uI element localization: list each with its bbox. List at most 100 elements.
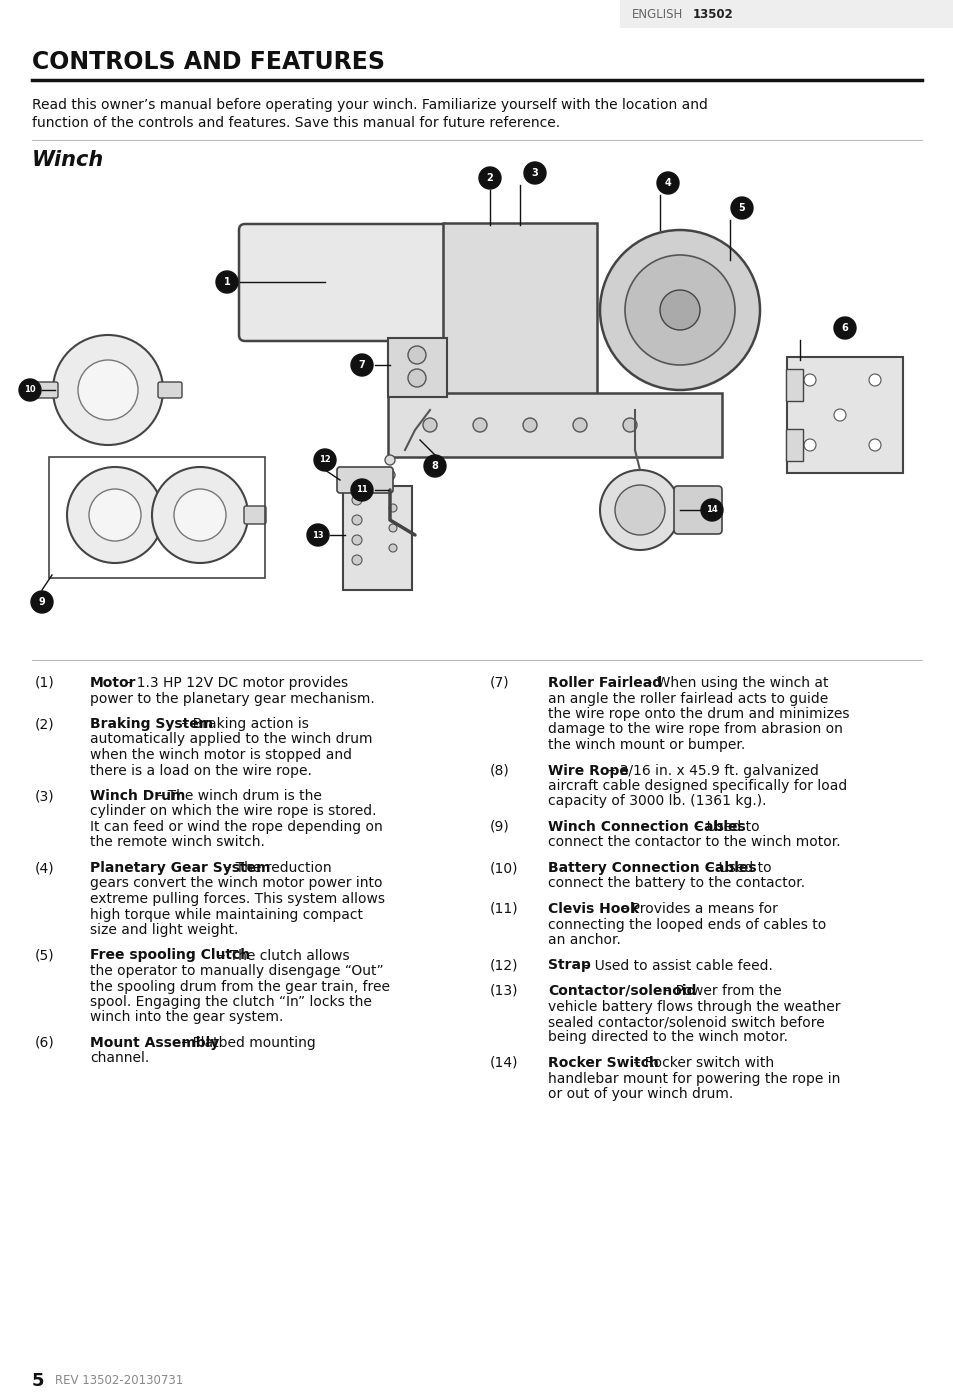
Text: Winch Drum: Winch Drum <box>90 790 185 804</box>
Circle shape <box>833 316 855 339</box>
FancyBboxPatch shape <box>388 337 447 398</box>
Text: (6): (6) <box>35 1036 54 1050</box>
Circle shape <box>599 470 679 550</box>
Text: connect the contactor to the winch motor.: connect the contactor to the winch motor… <box>547 836 840 850</box>
Circle shape <box>868 374 880 386</box>
Circle shape <box>78 360 138 420</box>
Text: – Used to assist cable feed.: – Used to assist cable feed. <box>578 959 772 973</box>
Text: (11): (11) <box>490 902 518 916</box>
Circle shape <box>352 496 361 505</box>
Text: – Rocker switch with: – Rocker switch with <box>628 1056 773 1070</box>
Text: spool. Engaging the clutch “In” locks the: spool. Engaging the clutch “In” locks th… <box>90 995 372 1009</box>
Circle shape <box>803 374 815 386</box>
Circle shape <box>173 489 226 540</box>
FancyBboxPatch shape <box>388 393 721 456</box>
Text: It can feed or wind the rope depending on: It can feed or wind the rope depending o… <box>90 820 382 834</box>
Text: – The winch drum is the: – The winch drum is the <box>152 790 321 804</box>
Text: (8): (8) <box>490 763 509 777</box>
Text: REV 13502-20130731: REV 13502-20130731 <box>55 1373 183 1387</box>
FancyBboxPatch shape <box>785 370 802 400</box>
FancyBboxPatch shape <box>34 382 58 398</box>
Text: (12): (12) <box>490 959 518 973</box>
Circle shape <box>314 449 335 470</box>
Circle shape <box>622 419 637 433</box>
Circle shape <box>422 419 436 433</box>
Circle shape <box>730 197 752 218</box>
Text: – Used to: – Used to <box>690 820 759 834</box>
Text: Winch Connection Cables: Winch Connection Cables <box>547 820 745 834</box>
Circle shape <box>573 419 586 433</box>
Text: connect the battery to the contactor.: connect the battery to the contactor. <box>547 876 804 890</box>
Text: 9: 9 <box>38 596 46 608</box>
Text: aircraft cable designed specifically for load: aircraft cable designed specifically for… <box>547 778 846 792</box>
FancyBboxPatch shape <box>343 486 412 589</box>
Text: 5: 5 <box>738 203 744 213</box>
Circle shape <box>833 409 845 421</box>
Text: 1: 1 <box>223 277 230 287</box>
Text: function of the controls and features. Save this manual for future reference.: function of the controls and features. S… <box>32 116 559 130</box>
Circle shape <box>385 455 395 465</box>
Text: the wire rope onto the drum and minimizes: the wire rope onto the drum and minimize… <box>547 707 848 721</box>
Text: being directed to the winch motor.: being directed to the winch motor. <box>547 1030 787 1044</box>
Circle shape <box>351 479 373 501</box>
FancyBboxPatch shape <box>786 357 902 473</box>
Circle shape <box>352 535 361 545</box>
Circle shape <box>389 524 396 532</box>
Text: Planetary Gear System: Planetary Gear System <box>90 861 271 875</box>
Text: – 3/16 in. x 45.9 ft. galvanized: – 3/16 in. x 45.9 ft. galvanized <box>603 763 818 777</box>
Text: 5: 5 <box>32 1372 45 1390</box>
Text: the remote winch switch.: the remote winch switch. <box>90 836 265 850</box>
Text: – Used to: – Used to <box>702 861 771 875</box>
Text: 7: 7 <box>358 360 365 370</box>
FancyBboxPatch shape <box>239 224 451 342</box>
Text: – 1.3 HP 12V DC motor provides: – 1.3 HP 12V DC motor provides <box>121 676 348 690</box>
Circle shape <box>522 419 537 433</box>
FancyBboxPatch shape <box>244 505 266 524</box>
Text: (10): (10) <box>490 861 518 875</box>
Circle shape <box>215 272 237 293</box>
Circle shape <box>700 498 722 521</box>
Circle shape <box>659 290 700 330</box>
Circle shape <box>385 470 395 480</box>
Text: there is a load on the wire rope.: there is a load on the wire rope. <box>90 763 312 777</box>
Text: 8: 8 <box>431 461 438 470</box>
Text: size and light weight.: size and light weight. <box>90 923 238 937</box>
Text: 13502: 13502 <box>692 7 733 21</box>
Text: gears convert the winch motor power into: gears convert the winch motor power into <box>90 876 382 890</box>
Circle shape <box>67 468 163 563</box>
Text: Free spooling Clutch: Free spooling Clutch <box>90 949 250 963</box>
Circle shape <box>351 354 373 377</box>
Circle shape <box>615 484 664 535</box>
Text: the spooling drum from the gear train, free: the spooling drum from the gear train, f… <box>90 980 390 994</box>
Text: Mount Assembly: Mount Assembly <box>90 1036 219 1050</box>
Text: power to the planetary gear mechanism.: power to the planetary gear mechanism. <box>90 692 375 706</box>
Text: high torque while maintaining compact: high torque while maintaining compact <box>90 907 363 921</box>
Text: 13: 13 <box>312 531 323 539</box>
Circle shape <box>19 379 41 400</box>
Text: (5): (5) <box>35 949 54 963</box>
Text: CONTROLS AND FEATURES: CONTROLS AND FEATURES <box>32 50 385 74</box>
Text: – The clutch allows: – The clutch allows <box>213 949 349 963</box>
Text: 11: 11 <box>355 486 368 494</box>
Circle shape <box>599 230 760 391</box>
Text: the operator to manually disengage “Out”: the operator to manually disengage “Out” <box>90 965 383 979</box>
Text: an angle the roller fairlead acts to guide: an angle the roller fairlead acts to gui… <box>547 692 827 706</box>
Text: 2: 2 <box>486 174 493 183</box>
Text: – Provides a means for: – Provides a means for <box>616 902 778 916</box>
Circle shape <box>53 335 163 445</box>
Circle shape <box>408 346 426 364</box>
Text: the winch mount or bumper.: the winch mount or bumper. <box>547 738 744 752</box>
Circle shape <box>478 167 500 189</box>
Text: 12: 12 <box>319 455 331 465</box>
Circle shape <box>803 440 815 451</box>
Circle shape <box>389 504 396 512</box>
Text: extreme pulling forces. This system allows: extreme pulling forces. This system allo… <box>90 892 385 906</box>
Text: – The reduction: – The reduction <box>220 861 332 875</box>
Text: – Braking action is: – Braking action is <box>176 717 309 731</box>
Text: 3: 3 <box>531 168 537 178</box>
Circle shape <box>624 255 734 365</box>
Text: Strap: Strap <box>547 959 590 973</box>
FancyBboxPatch shape <box>442 223 597 402</box>
FancyBboxPatch shape <box>159 505 181 524</box>
Text: (4): (4) <box>35 861 54 875</box>
